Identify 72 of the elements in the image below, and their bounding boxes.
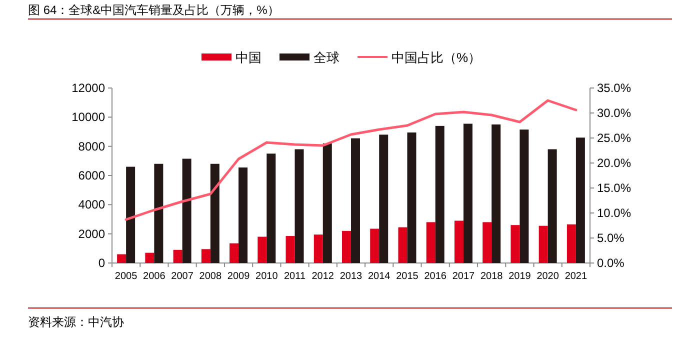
bar: [173, 250, 182, 263]
line-series: [124, 99, 578, 221]
x-tick-label: 2015: [396, 271, 419, 282]
bar: [126, 166, 136, 263]
bar: [520, 130, 529, 263]
legend-label: 中国占比（%）: [392, 50, 482, 65]
x-tick-label: 2013: [340, 271, 363, 282]
bar: [492, 124, 501, 263]
bar: [182, 158, 192, 263]
x-tick-label: 2012: [312, 271, 334, 282]
bar: [510, 225, 520, 263]
x-tick-label: 2010: [256, 271, 278, 282]
chart-title: 图 64：全球&中国汽车销量及占比（万辆，%）: [28, 3, 280, 17]
bar: [266, 154, 276, 263]
bar: [238, 167, 248, 263]
y2-tick-label: 30.0%: [597, 106, 632, 120]
x-tick-label: 2018: [480, 271, 504, 282]
bar: [576, 138, 585, 263]
x-tick-label: 2014: [368, 271, 391, 282]
x-tick-label: 2016: [424, 271, 447, 282]
bar: [435, 126, 444, 263]
x-tick-label: 2005: [114, 271, 138, 282]
x-tick-label: 2021: [564, 271, 588, 282]
x-tick-label: 2017: [452, 271, 476, 282]
y2-tick-label: 25.0%: [597, 131, 632, 145]
x-tick-label: 2020: [536, 271, 560, 282]
bar: [322, 143, 332, 263]
bar: [454, 220, 464, 263]
bar: [426, 222, 436, 263]
x-tick-label: 2008: [199, 271, 222, 282]
legend-label: 全球: [314, 50, 340, 65]
y-tick-label: 2000: [78, 226, 106, 241]
y-tick-label: 10000: [72, 110, 106, 124]
bar: [407, 132, 416, 263]
x-tick-label: 2007: [171, 271, 194, 282]
x-tick-label: 2019: [508, 271, 532, 282]
bar: [398, 227, 408, 263]
bar: [379, 134, 388, 263]
bar: [548, 149, 557, 263]
y-tick-label: 0: [98, 256, 106, 270]
bar: [566, 224, 576, 263]
bar: [258, 236, 267, 263]
bar: [463, 124, 472, 263]
x-tick-label: 2011: [284, 271, 306, 282]
y2-tick-label: 10.0%: [597, 206, 632, 220]
y2-tick-label: 20.0%: [597, 156, 632, 170]
y-tick-label: 6000: [78, 168, 106, 182]
x-tick-label: 2006: [143, 271, 166, 282]
text: 资料来源：中汽协: [28, 315, 124, 329]
y-tick-label: 12000: [72, 81, 106, 95]
y2-tick-label: 5.0%: [597, 231, 625, 245]
bar: [314, 234, 323, 263]
bar: [294, 149, 304, 263]
y2-tick-label: 15.0%: [597, 181, 632, 195]
y-tick-label: 8000: [78, 139, 106, 154]
y2-tick-label: 0.0%: [597, 256, 625, 270]
bar: [145, 252, 154, 263]
y-tick-label: 4000: [78, 198, 106, 212]
bar: [370, 228, 380, 263]
bar: [342, 230, 351, 263]
bar: [538, 226, 548, 263]
bar: [351, 138, 360, 263]
legend-label: 中国: [236, 50, 262, 65]
bar: [117, 254, 126, 263]
bar: [230, 243, 239, 263]
bar: [210, 164, 220, 263]
bar: [482, 222, 492, 263]
y2-tick-label: 35.0%: [597, 81, 632, 95]
x-tick-label: 2009: [227, 271, 250, 282]
bar: [154, 164, 164, 263]
bar: [201, 249, 210, 263]
bar: [286, 236, 295, 263]
